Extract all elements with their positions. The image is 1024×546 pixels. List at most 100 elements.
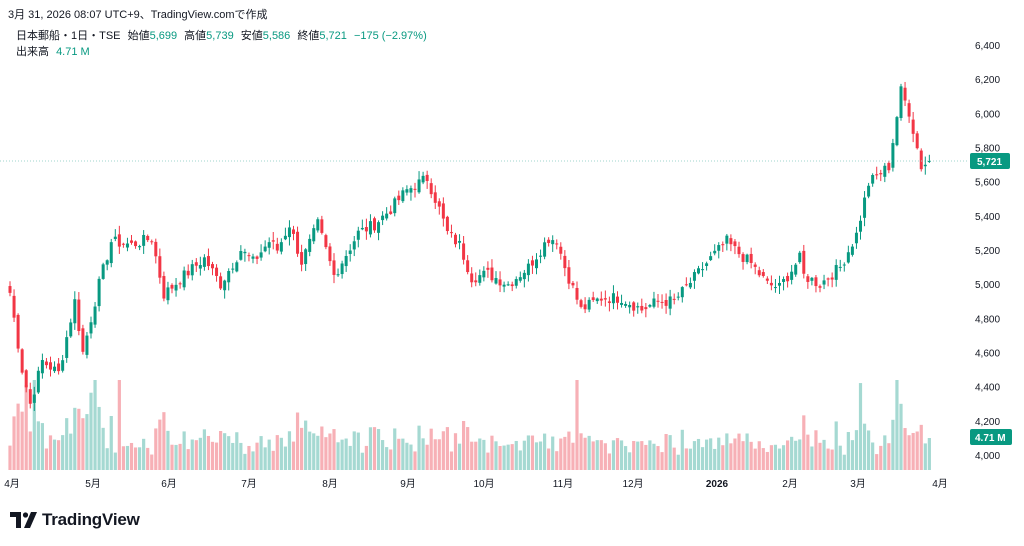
volume-bar bbox=[445, 427, 449, 470]
volume-bar bbox=[150, 454, 154, 470]
candle-body bbox=[324, 235, 328, 248]
volume-bar bbox=[348, 445, 352, 470]
volume-bar bbox=[223, 433, 227, 470]
time-tick-label: 8月 bbox=[322, 478, 338, 490]
volume-bar bbox=[206, 435, 211, 470]
volume-bar bbox=[57, 440, 61, 470]
candle-body bbox=[215, 267, 219, 276]
volume-bar bbox=[721, 445, 725, 470]
time-tick-label: 4月 bbox=[4, 478, 20, 490]
candle-body bbox=[806, 276, 810, 282]
candle-body bbox=[138, 246, 142, 248]
candle-body bbox=[713, 250, 717, 254]
time-tick-label: 10月 bbox=[473, 478, 494, 490]
time-axis[interactable]: 4月 5月 6月 7月 8月 9月 10月 11月 12月 2026 2月 3月 4月 bbox=[4, 478, 948, 490]
candle-body bbox=[470, 273, 474, 283]
candle-body bbox=[765, 278, 769, 281]
candle-body bbox=[794, 264, 798, 275]
volume-bar bbox=[818, 442, 822, 470]
candle-body bbox=[648, 305, 652, 307]
candle-body bbox=[73, 299, 77, 324]
volume-bar bbox=[255, 442, 259, 470]
volume-bar bbox=[405, 442, 409, 470]
candle-body bbox=[134, 241, 138, 247]
candle-body bbox=[61, 360, 65, 371]
candle-body bbox=[417, 179, 421, 193]
volume-bar bbox=[883, 435, 887, 470]
volume-bar bbox=[903, 428, 907, 470]
candle-body bbox=[251, 256, 255, 259]
candle-body bbox=[555, 243, 559, 245]
candle-body bbox=[190, 264, 194, 276]
last-volume-badge-bg bbox=[970, 429, 1012, 445]
volume-bar bbox=[190, 439, 194, 470]
volume-bar bbox=[85, 414, 89, 470]
volume-bar bbox=[575, 380, 579, 470]
volume-bar bbox=[40, 423, 44, 470]
volume-bar bbox=[8, 445, 12, 470]
volume-bar bbox=[316, 435, 320, 470]
candle-body bbox=[490, 267, 494, 281]
volume-bar bbox=[794, 440, 798, 470]
volume-bar bbox=[814, 430, 818, 470]
volume-bar bbox=[733, 438, 737, 470]
candle-body bbox=[336, 274, 340, 276]
price-tick-label: 6,200 bbox=[975, 75, 1000, 86]
candle-body bbox=[142, 234, 146, 246]
price-tick-label: 4,000 bbox=[975, 451, 1000, 462]
candle-body bbox=[194, 262, 198, 266]
volume-bar bbox=[470, 441, 474, 470]
tradingview-brand[interactable]: TradingView bbox=[10, 510, 140, 530]
volume-bar bbox=[308, 431, 312, 470]
volume-bar bbox=[615, 438, 620, 470]
volume-bar bbox=[462, 420, 466, 470]
volume-bar bbox=[417, 425, 421, 470]
candle-body bbox=[551, 240, 555, 245]
candle-body bbox=[117, 234, 121, 247]
volume-bar bbox=[636, 441, 640, 470]
volume-bar bbox=[389, 449, 393, 470]
volume-bar bbox=[133, 447, 138, 470]
candle-body bbox=[32, 394, 36, 403]
volume-bar bbox=[437, 439, 441, 470]
volume-bar bbox=[202, 429, 206, 470]
candle-body bbox=[668, 296, 672, 309]
candle-body bbox=[624, 303, 628, 306]
volume-bar bbox=[142, 438, 146, 470]
candle-body bbox=[539, 255, 543, 257]
volume-bar bbox=[603, 443, 607, 470]
volume-bar bbox=[154, 428, 158, 470]
chart-legend: 日本郵船・1日・TSE 始値5,699 高値5,739 安値5,586 終値5,… bbox=[16, 29, 427, 60]
price-axis[interactable]: 6,400 6,200 6,000 5,800 5,600 5,400 5,200 5,000… bbox=[975, 41, 1000, 462]
candle-body bbox=[871, 175, 875, 184]
candle-body bbox=[182, 270, 186, 288]
volume-bar bbox=[69, 433, 73, 470]
time-tick-label: 11月 bbox=[553, 478, 573, 490]
candle-body bbox=[279, 242, 283, 252]
candle-body bbox=[287, 227, 291, 238]
candle-body bbox=[636, 306, 640, 308]
volume-bar bbox=[777, 448, 782, 470]
volume-bar bbox=[652, 443, 656, 470]
volume-bar bbox=[32, 380, 36, 470]
candle-body bbox=[89, 322, 93, 334]
volume-bar bbox=[344, 438, 348, 470]
candle-body bbox=[65, 337, 69, 358]
volume-bar bbox=[684, 448, 688, 470]
candle-body bbox=[146, 235, 150, 241]
volume-bar bbox=[522, 440, 526, 470]
volume-bar bbox=[287, 431, 292, 470]
volume-bar bbox=[810, 446, 814, 470]
candle-body bbox=[186, 270, 190, 276]
symbol-label[interactable]: 日本郵船・1日・TSE bbox=[16, 30, 121, 42]
candle-body bbox=[364, 227, 368, 232]
candle-body bbox=[729, 238, 733, 245]
candle-body bbox=[170, 284, 174, 289]
volume-bar bbox=[295, 412, 300, 470]
candle-body bbox=[312, 228, 316, 242]
candle-body bbox=[393, 198, 397, 214]
high-label: 高値 bbox=[184, 30, 207, 42]
volume-bar bbox=[267, 439, 271, 470]
candle-body bbox=[628, 305, 632, 308]
